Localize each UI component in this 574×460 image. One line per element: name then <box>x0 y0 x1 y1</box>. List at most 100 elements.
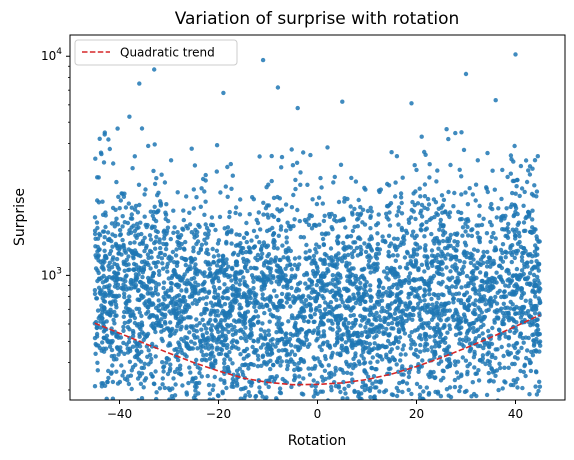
scatter-point <box>107 344 113 349</box>
scatter-point <box>496 263 502 269</box>
scatter-point <box>101 320 107 325</box>
scatter-point <box>118 245 123 250</box>
scatter-point <box>116 194 121 199</box>
scatter-point <box>188 282 193 287</box>
scatter-point <box>332 343 338 348</box>
scatter-point <box>366 318 371 324</box>
scatter-point <box>233 274 238 279</box>
scatter-point <box>513 52 518 57</box>
scatter-point <box>397 309 402 314</box>
scatter-point <box>417 245 423 250</box>
scatter-point <box>268 338 273 343</box>
scatter-point <box>504 250 509 255</box>
scatter-point <box>506 365 511 370</box>
scatter-point <box>101 335 107 340</box>
scatter-point <box>448 253 454 258</box>
scatter-point <box>534 189 540 194</box>
scatter-point <box>499 216 504 221</box>
scatter-point <box>501 321 507 327</box>
scatter-point <box>127 294 132 299</box>
scatter-point <box>438 221 443 226</box>
scatter-point <box>429 317 435 322</box>
scatter-point <box>465 224 470 230</box>
scatter-point <box>211 354 216 359</box>
scatter-point <box>273 255 279 260</box>
scatter-point <box>536 388 541 394</box>
scatter-point <box>319 185 324 190</box>
scatter-point <box>210 222 216 228</box>
scatter-point <box>397 335 403 340</box>
scatter-point <box>161 280 167 285</box>
scatter-point <box>398 191 404 196</box>
scatter-point <box>213 318 218 323</box>
scatter-point <box>243 385 248 390</box>
scatter-point <box>384 275 389 280</box>
scatter-point <box>289 384 294 390</box>
scatter-point <box>513 206 519 211</box>
scatter-point <box>229 241 234 246</box>
scatter-point <box>195 346 200 351</box>
scatter-point <box>488 304 494 309</box>
scatter-point <box>490 325 495 331</box>
scatter-point <box>265 352 270 357</box>
scatter-point <box>368 215 373 220</box>
scatter-point <box>246 259 251 264</box>
scatter-point <box>409 391 414 397</box>
scatter-point <box>319 315 324 320</box>
scatter-point <box>395 253 400 258</box>
scatter-point <box>154 176 159 181</box>
scatter-point <box>418 194 423 199</box>
scatter-point <box>173 253 179 258</box>
scatter-point <box>251 228 257 234</box>
scatter-point <box>505 305 510 310</box>
scatter-point <box>364 340 369 346</box>
scatter-point <box>203 199 208 204</box>
scatter-point <box>261 240 267 245</box>
scatter-point <box>265 243 271 248</box>
scatter-point <box>317 222 322 227</box>
scatter-point <box>521 203 526 208</box>
scatter-point <box>321 322 326 327</box>
scatter-point <box>210 323 215 328</box>
scatter-point <box>417 314 422 319</box>
scatter-point <box>446 189 451 195</box>
scatter-point <box>219 311 225 316</box>
scatter-point <box>184 324 189 329</box>
scatter-point <box>481 345 486 351</box>
scatter-point <box>485 249 490 255</box>
scatter-point <box>311 319 316 325</box>
scatter-point <box>234 368 240 373</box>
scatter-point <box>527 360 533 366</box>
scatter-point <box>126 201 131 206</box>
scatter-point <box>373 314 378 320</box>
scatter-point <box>202 212 207 217</box>
scatter-point <box>377 314 382 319</box>
scatter-point <box>389 150 394 155</box>
scatter-point <box>290 163 296 168</box>
scatter-point <box>407 278 412 283</box>
scatter-point <box>442 230 448 235</box>
scatter-point <box>170 386 175 391</box>
scatter-point <box>292 298 297 304</box>
scatter-point <box>519 295 524 300</box>
scatter-point <box>488 295 493 301</box>
scatter-point <box>242 332 247 337</box>
scatter-point <box>525 264 530 269</box>
scatter-point <box>156 190 161 195</box>
scatter-point <box>248 250 253 255</box>
scatter-point <box>234 381 240 386</box>
scatter-point <box>457 167 462 172</box>
scatter-point <box>301 376 306 381</box>
scatter-point <box>508 299 513 305</box>
scatter-point <box>338 293 344 299</box>
scatter-point <box>373 367 378 372</box>
scatter-point <box>506 352 512 357</box>
scatter-point <box>438 378 444 383</box>
scatter-point <box>320 201 325 206</box>
scatter-point <box>222 301 228 307</box>
scatter-point <box>230 304 235 309</box>
scatter-point <box>117 206 122 211</box>
scatter-point <box>377 389 382 394</box>
scatter-point <box>315 356 320 361</box>
scatter-point <box>404 307 409 312</box>
